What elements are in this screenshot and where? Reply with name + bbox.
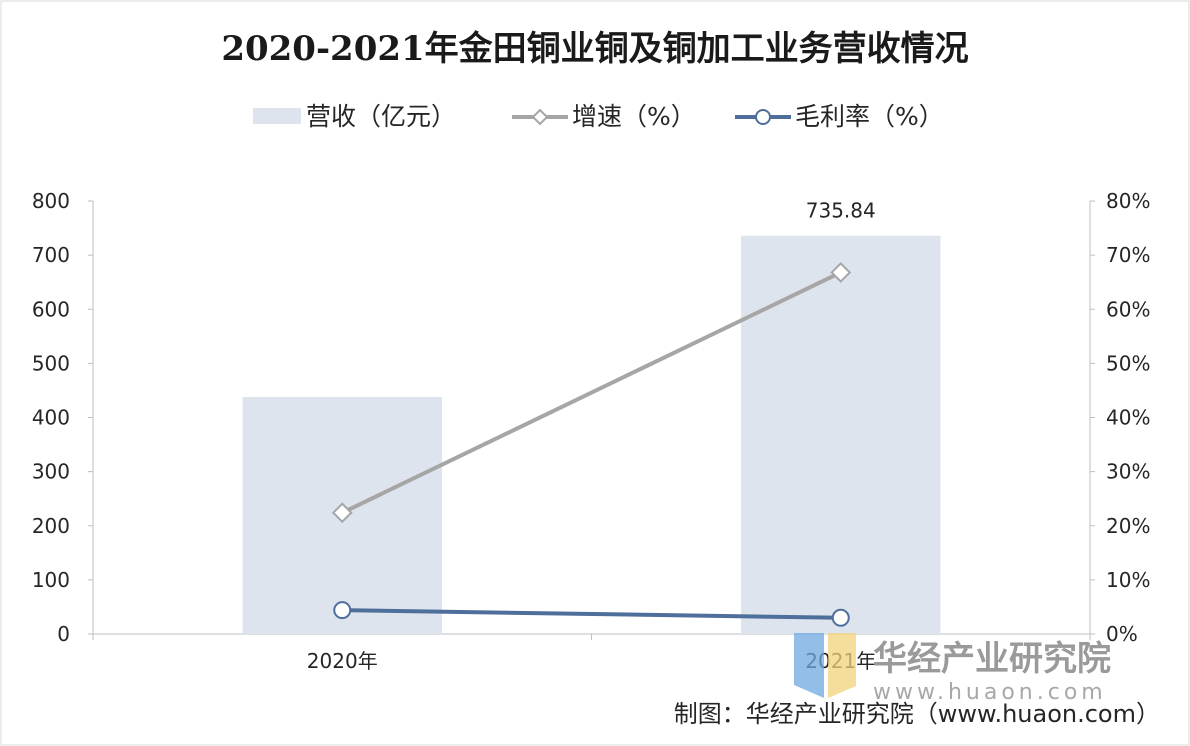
y-tick-label: 600: [32, 297, 70, 321]
y2-tick-label: 10%: [1106, 568, 1150, 592]
point-growth: [830, 262, 852, 283]
watermark-logo-icon: [794, 633, 856, 698]
x-tick-label: 2020年: [307, 649, 378, 673]
legend-item-margin: 毛利率（%）: [735, 102, 944, 131]
y-tick-label: 700: [32, 243, 70, 267]
bar-data-label: 735.84: [806, 199, 876, 223]
chart-credit: 制图：华经产业研究院（www.huaon.com）: [674, 700, 1160, 728]
watermark: 华经产业研究院 www.huaon.com: [794, 633, 1111, 705]
legend-swatch-revenue: [253, 108, 301, 124]
legend-marker-diamond-icon: [531, 108, 549, 126]
bar-data-labels: 735.84: [806, 199, 876, 223]
y2-tick-label: 30%: [1106, 460, 1150, 484]
point-margin: [333, 601, 352, 620]
chart-title: 2020-2021年金田铜业铜及铜加工业务营收情况: [221, 29, 968, 69]
y-tick-label: 400: [32, 406, 70, 430]
bar-revenue: [741, 235, 941, 634]
point-margin: [831, 608, 850, 627]
y2-tick-label: 0%: [1106, 622, 1138, 646]
line-growth: [341, 270, 842, 515]
legend-label-margin: 毛利率（%）: [795, 102, 944, 131]
point-growth: [331, 502, 353, 524]
left-axis-ticks: 0 100 200 300 400 500 600 700 800: [32, 189, 93, 646]
y2-tick-label: 60%: [1106, 297, 1150, 321]
y2-tick-label: 80%: [1106, 189, 1150, 213]
legend-item-revenue: 营收（亿元）: [253, 102, 456, 131]
watermark-url: www.huaon.com: [873, 680, 1107, 705]
legend-label-growth: 增速（%）: [572, 102, 696, 131]
legend-marker-circle-icon: [755, 109, 771, 125]
bar-series-revenue: [242, 235, 941, 634]
y-tick-label: 800: [32, 189, 70, 213]
legend-label-revenue: 营收（亿元）: [306, 102, 456, 131]
y-tick-label: 200: [32, 514, 70, 538]
legend: 营收（亿元） 增速（%） 毛利率（%）: [253, 102, 944, 131]
right-axis-ticks: 0% 10% 20% 30% 40% 50% 60% 70% 80%: [1090, 189, 1150, 646]
y-tick-label: 100: [32, 568, 70, 592]
y-tick-label: 500: [32, 351, 70, 375]
y2-tick-label: 20%: [1106, 514, 1150, 538]
y2-tick-label: 70%: [1106, 243, 1150, 267]
y2-tick-label: 50%: [1106, 351, 1150, 375]
y-tick-label: 0: [57, 622, 70, 646]
legend-item-growth: 增速（%）: [512, 102, 696, 131]
line-margin: [342, 608, 841, 620]
y-tick-label: 300: [32, 460, 70, 484]
y2-tick-label: 40%: [1106, 406, 1150, 430]
watermark-brand: 华经产业研究院: [873, 639, 1111, 679]
line-series: [331, 262, 852, 627]
